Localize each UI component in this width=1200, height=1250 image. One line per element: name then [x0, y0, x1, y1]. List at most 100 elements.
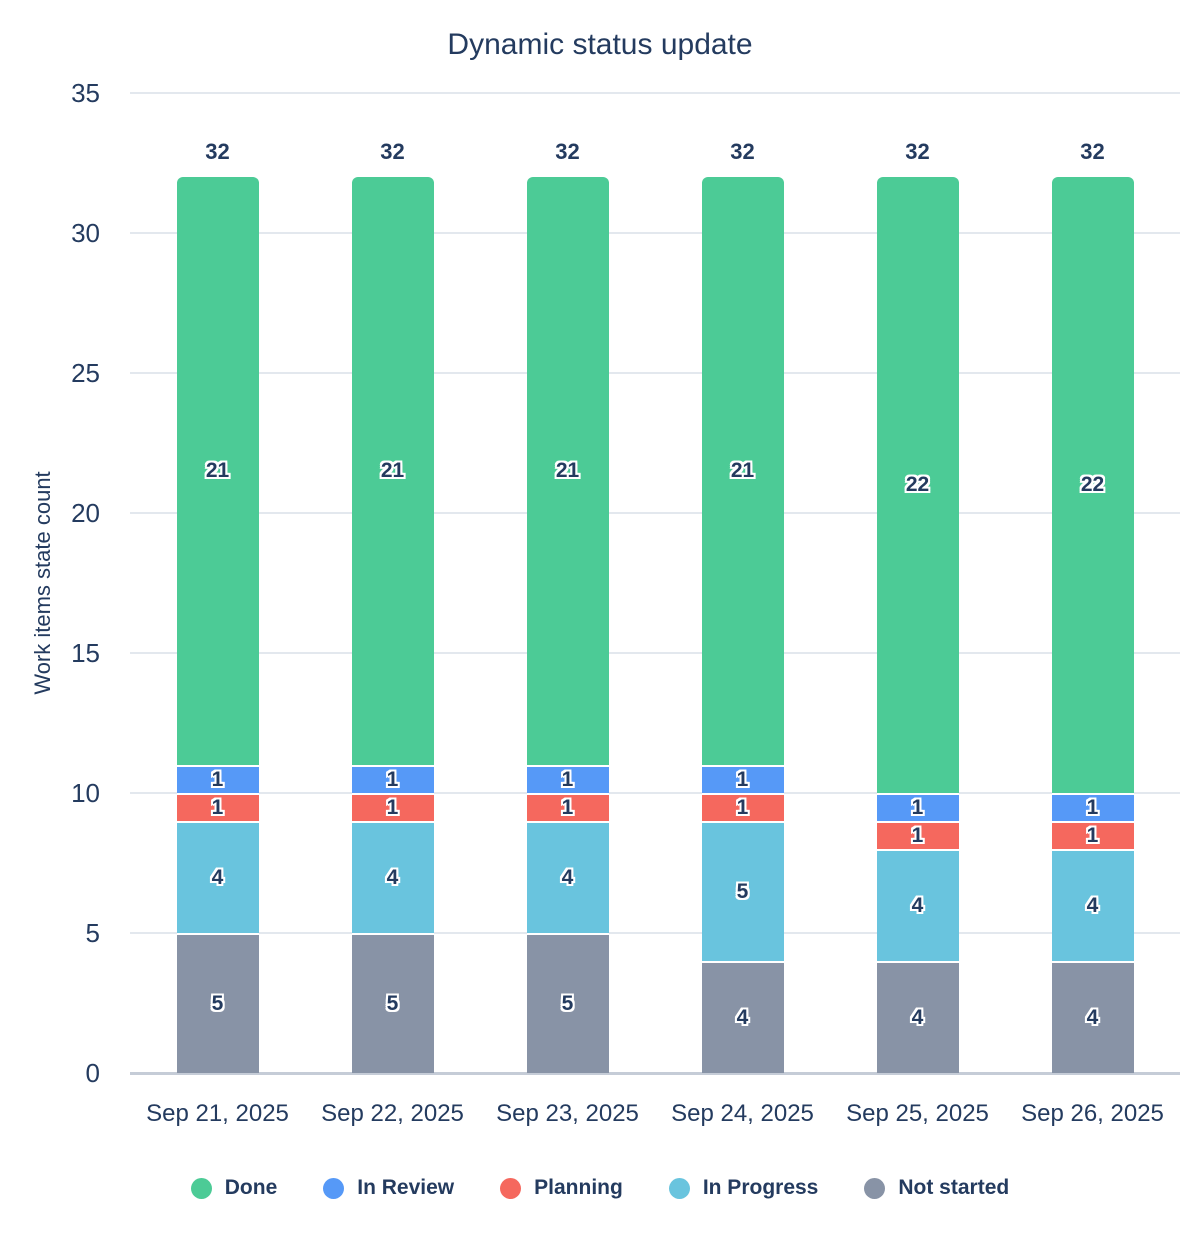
bar-segment-done-sep-21,-2025[interactable]: 21: [176, 177, 259, 765]
bar-segment-done-sep-25,-2025[interactable]: 22: [876, 177, 959, 793]
segment-value-label: 4: [1086, 894, 1099, 917]
y-tick-label-15: 15: [71, 638, 100, 668]
bar-segment-planning-sep-24,-2025[interactable]: 1: [701, 793, 784, 821]
bar-segment-done-sep-26,-2025[interactable]: 22: [1051, 177, 1134, 793]
segment-value-label: 4: [1086, 1006, 1099, 1029]
bar-segment-in-progress-sep-21,-2025[interactable]: 4: [176, 821, 259, 933]
segment-value-label: 5: [386, 992, 399, 1015]
bar-total-label: 32: [380, 139, 405, 164]
legend-item-label: Done: [224, 1176, 278, 1199]
segment-value-label: 21: [205, 459, 230, 482]
segment-value-label: 4: [911, 1006, 924, 1029]
y-tick-label-10: 10: [71, 778, 100, 808]
segment-value-label: 1: [561, 796, 574, 819]
legend-item-not-started[interactable]: Not started: [864, 1176, 1009, 1200]
gridline: [130, 92, 1180, 94]
bar-segment-in-review-sep-25,-2025[interactable]: 1: [876, 793, 959, 821]
segment-value-label: 1: [911, 824, 924, 847]
legend-item-planning[interactable]: Planning: [500, 1176, 623, 1200]
segment-value-label: 1: [211, 768, 224, 791]
bar-segment-in-review-sep-22,-2025[interactable]: 1: [351, 765, 434, 793]
bar-segment-not-started-sep-21,-2025[interactable]: 5: [176, 933, 259, 1073]
bar-segment-in-review-sep-26,-2025[interactable]: 1: [1051, 793, 1134, 821]
bar-segment-done-sep-23,-2025[interactable]: 21: [526, 177, 609, 765]
gridline: [130, 792, 1180, 794]
bar-segment-not-started-sep-24,-2025[interactable]: 4: [701, 961, 784, 1073]
x-tick-label-sep-21,-2025: Sep 21, 2025: [146, 1100, 289, 1127]
legend-marker-icon: [323, 1177, 345, 1199]
bar-segment-planning-sep-23,-2025[interactable]: 1: [526, 793, 609, 821]
segment-value-label: 1: [386, 796, 399, 819]
x-tick-label-sep-25,-2025: Sep 25, 2025: [846, 1100, 989, 1127]
bar-segment-not-started-sep-22,-2025[interactable]: 5: [351, 933, 434, 1073]
segment-value-label: 1: [211, 796, 224, 819]
gridline: [130, 512, 1180, 514]
bar-segment-planning-sep-21,-2025[interactable]: 1: [176, 793, 259, 821]
segment-value-label: 21: [380, 459, 405, 482]
bar-segment-in-progress-sep-25,-2025[interactable]: 4: [876, 849, 959, 961]
y-tick-label-5: 5: [85, 918, 100, 948]
bar-segment-in-review-sep-21,-2025[interactable]: 1: [176, 765, 259, 793]
y-tick-label-35: 35: [71, 78, 100, 108]
bar-segment-in-progress-sep-24,-2025[interactable]: 5: [701, 821, 784, 961]
legend-marker-icon: [864, 1177, 886, 1199]
plot-area: 5 4 1 1 21 32 5 4 1 1 21 32 5 4 1 1 21 32 4 5 1 1 21 32 4 4 1 1 22 32…: [130, 92, 1180, 1075]
gridline: [130, 232, 1180, 234]
gridline: [130, 652, 1180, 654]
bar-segment-in-progress-sep-22,-2025[interactable]: 4: [351, 821, 434, 933]
bar-total-label: 32: [1080, 139, 1105, 164]
y-tick-label-0: 0: [85, 1058, 100, 1088]
segment-value-label: 1: [736, 768, 749, 791]
legend-item-in-review[interactable]: In Review: [323, 1176, 454, 1200]
y-tick-label-20: 20: [71, 498, 100, 528]
segment-value-label: 5: [736, 880, 749, 903]
segment-value-label: 4: [736, 1006, 749, 1029]
bar-segment-in-review-sep-24,-2025[interactable]: 1: [701, 765, 784, 793]
gridline: [130, 932, 1180, 934]
segment-value-label: 1: [736, 796, 749, 819]
bar-total-label: 32: [905, 139, 930, 164]
segment-value-label: 5: [561, 992, 574, 1015]
legend-marker-icon: [190, 1177, 212, 1199]
legend-item-in-progress[interactable]: In Progress: [668, 1176, 819, 1200]
bar-total-label: 32: [730, 139, 755, 164]
bar-segment-in-progress-sep-26,-2025[interactable]: 4: [1051, 849, 1134, 961]
legend-item-done[interactable]: Done: [190, 1176, 278, 1200]
bar-segment-planning-sep-26,-2025[interactable]: 1: [1051, 821, 1134, 849]
segment-value-label: 1: [1086, 796, 1099, 819]
bar-segment-not-started-sep-23,-2025[interactable]: 5: [526, 933, 609, 1073]
bar-segment-done-sep-22,-2025[interactable]: 21: [351, 177, 434, 765]
legend-item-label: In Progress: [702, 1176, 819, 1199]
bar-segment-planning-sep-25,-2025[interactable]: 1: [876, 821, 959, 849]
bar-total-label: 32: [205, 139, 230, 164]
bar-total-label: 32: [555, 139, 580, 164]
segment-value-label: 1: [386, 768, 399, 791]
segment-value-label: 4: [561, 866, 574, 889]
y-tick-label-30: 30: [71, 218, 100, 248]
legend-item-label: Not started: [898, 1176, 1010, 1199]
segment-value-label: 22: [1080, 473, 1105, 496]
segment-value-label: 22: [905, 473, 930, 496]
segment-value-label: 21: [555, 459, 580, 482]
x-tick-label-sep-24,-2025: Sep 24, 2025: [671, 1100, 814, 1127]
segment-value-label: 1: [911, 796, 924, 819]
segment-value-label: 21: [730, 459, 755, 482]
x-axis-line: [130, 1072, 1180, 1075]
legend-item-label: Planning: [534, 1176, 623, 1199]
gridline: [130, 372, 1180, 374]
segment-value-label: 1: [561, 768, 574, 791]
legend-item-label: In Review: [357, 1176, 455, 1199]
legend-marker-icon: [500, 1177, 522, 1199]
bar-segment-in-progress-sep-23,-2025[interactable]: 4: [526, 821, 609, 933]
y-tick-label-25: 25: [71, 358, 100, 388]
bar-segment-planning-sep-22,-2025[interactable]: 1: [351, 793, 434, 821]
x-tick-label-sep-23,-2025: Sep 23, 2025: [496, 1100, 639, 1127]
chart-title: Dynamic status update: [447, 28, 753, 61]
bar-segment-not-started-sep-25,-2025[interactable]: 4: [876, 961, 959, 1073]
legend: Done In Review Planning In Progress Not star…: [0, 1176, 1200, 1200]
bar-segment-done-sep-24,-2025[interactable]: 21: [701, 177, 784, 765]
legend-marker-icon: [668, 1177, 690, 1199]
bar-segment-in-review-sep-23,-2025[interactable]: 1: [526, 765, 609, 793]
bar-segment-not-started-sep-26,-2025[interactable]: 4: [1051, 961, 1134, 1073]
